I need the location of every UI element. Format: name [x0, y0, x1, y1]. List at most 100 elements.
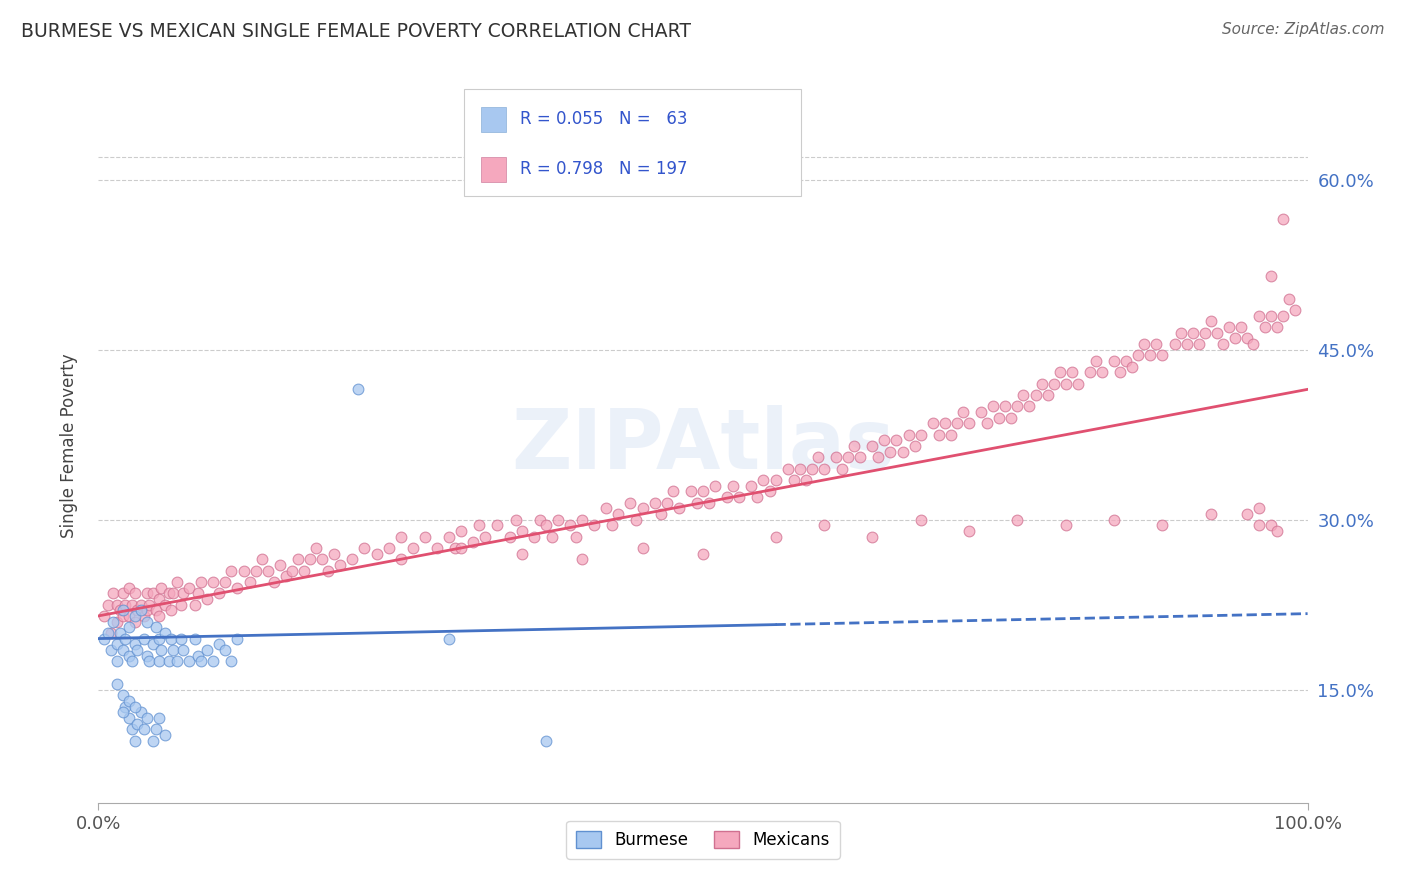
Point [100, 626, 122, 640]
Point [813, 518, 835, 533]
Legend: Burmese, Mexicans: Burmese, Mexicans [567, 821, 839, 859]
Point [124, 699, 146, 714]
Point [274, 569, 297, 583]
Point [316, 564, 339, 578]
Point [910, 513, 932, 527]
Point [256, 564, 278, 578]
Point [135, 603, 157, 617]
Point [486, 518, 509, 533]
Point [134, 632, 156, 646]
Point [179, 581, 201, 595]
Point [108, 626, 131, 640]
Point [101, 586, 124, 600]
Point [921, 417, 943, 431]
Point [1078, 365, 1101, 379]
Point [135, 711, 157, 725]
Point [366, 547, 388, 561]
Point [426, 541, 449, 555]
Point [1152, 518, 1174, 533]
Point [187, 586, 209, 600]
Point [723, 478, 745, 492]
Point [172, 586, 194, 600]
Point [752, 473, 775, 487]
Point [957, 524, 980, 538]
Point [1254, 320, 1277, 334]
Point [377, 541, 399, 555]
Point [668, 501, 690, 516]
Point [981, 400, 1004, 414]
Point [148, 608, 170, 623]
Point [153, 728, 176, 742]
Point [1260, 518, 1282, 533]
Point [166, 574, 188, 589]
Point [413, 530, 436, 544]
Point [994, 400, 1017, 414]
Point [529, 513, 551, 527]
Point [299, 552, 322, 566]
Point [450, 524, 472, 538]
Point [1249, 501, 1271, 516]
Point [135, 648, 157, 663]
Point [281, 564, 304, 578]
Point [148, 654, 170, 668]
Point [1194, 326, 1216, 340]
Point [169, 598, 191, 612]
Point [879, 444, 901, 458]
Point [782, 473, 804, 487]
Point [329, 558, 352, 572]
Point [1272, 212, 1295, 227]
Point [148, 711, 170, 725]
Point [323, 547, 346, 561]
Y-axis label: Single Female Poverty: Single Female Poverty [59, 354, 77, 538]
Point [1109, 365, 1132, 379]
Point [928, 427, 950, 442]
Point [860, 530, 883, 544]
Point [813, 461, 835, 475]
Point [145, 620, 167, 634]
Point [704, 478, 727, 492]
Point [105, 615, 128, 629]
Point [765, 530, 787, 544]
Point [153, 626, 176, 640]
Point [873, 434, 896, 448]
Point [655, 495, 678, 509]
Point [214, 574, 236, 589]
Point [111, 586, 134, 600]
Point [245, 564, 267, 578]
Point [114, 598, 136, 612]
Point [111, 643, 134, 657]
Point [540, 530, 562, 544]
Point [111, 608, 134, 623]
Point [121, 598, 143, 612]
Point [631, 541, 654, 555]
Point [121, 722, 143, 736]
Point [97, 598, 120, 612]
Point [1054, 518, 1077, 533]
Point [127, 716, 149, 731]
Point [1267, 524, 1289, 538]
Point [747, 490, 769, 504]
Point [153, 598, 176, 612]
Point [1267, 320, 1289, 334]
Point [1102, 354, 1125, 368]
Point [437, 632, 460, 646]
Point [184, 598, 207, 612]
Point [825, 450, 848, 465]
Point [571, 513, 593, 527]
Point [1133, 337, 1156, 351]
Point [1163, 337, 1185, 351]
Point [402, 541, 425, 555]
Point [697, 495, 720, 509]
Point [111, 603, 134, 617]
Point [1218, 320, 1240, 334]
Point [135, 586, 157, 600]
Point [1260, 309, 1282, 323]
Point [208, 586, 231, 600]
Point [1230, 320, 1253, 334]
Point [626, 513, 648, 527]
Point [523, 530, 546, 544]
Point [162, 643, 184, 657]
Point [1067, 376, 1090, 391]
Point [831, 461, 853, 475]
Point [1024, 388, 1046, 402]
